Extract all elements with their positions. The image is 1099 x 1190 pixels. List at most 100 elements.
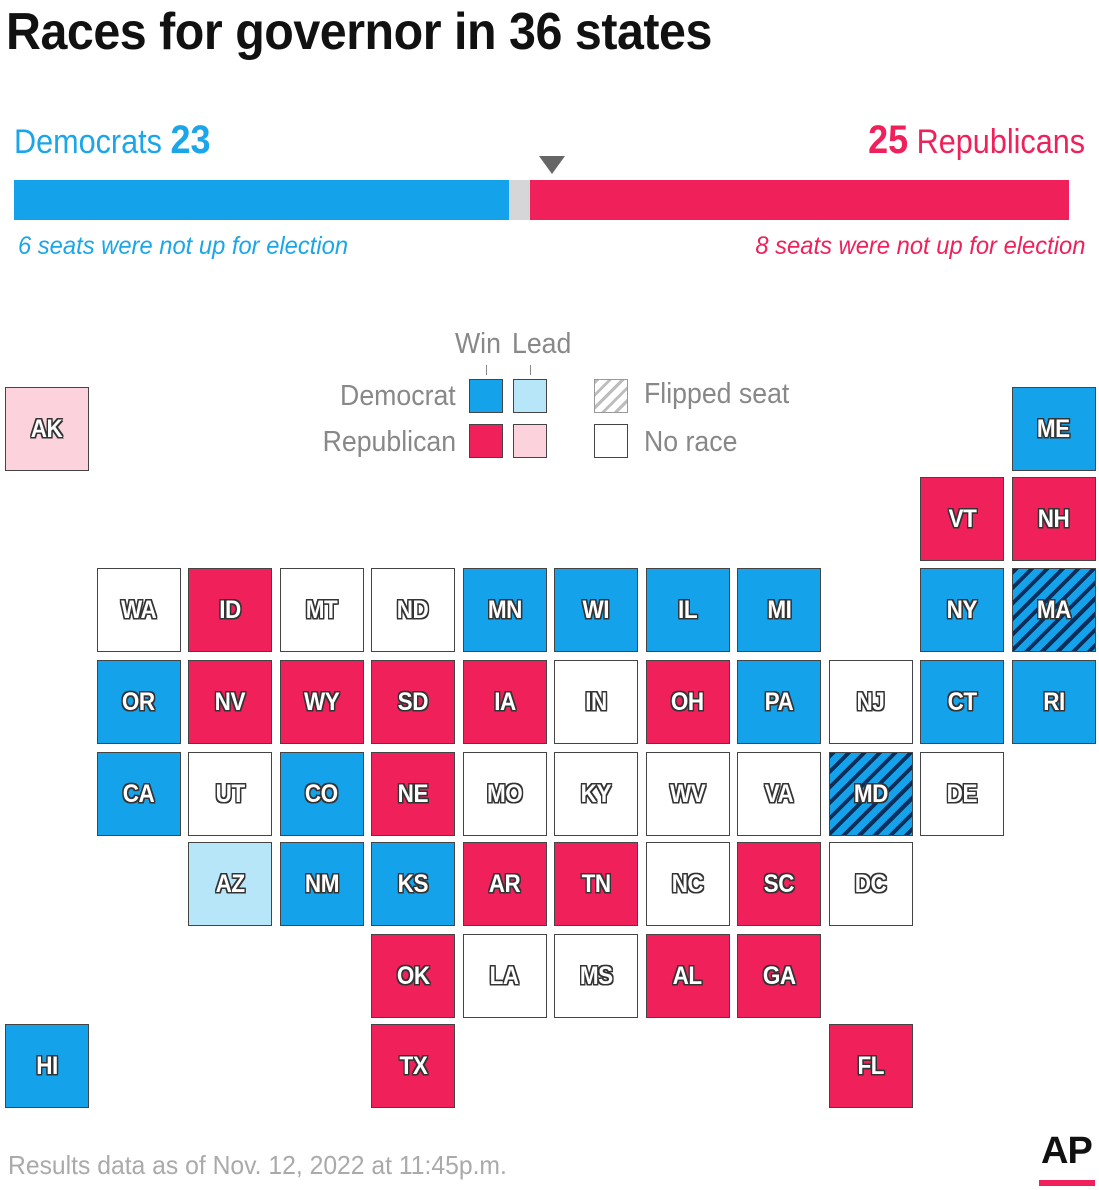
state-tile-ca: CA [96,752,181,836]
state-tile-md: MD [828,752,913,836]
state-label: OH [671,687,704,716]
state-tile-tx: TX [371,1024,455,1108]
legend-no-race-swatch [594,424,628,458]
state-label: MT [305,595,338,624]
state-tile-ar: AR [462,842,547,926]
legend-democrat-lead-swatch [513,379,547,413]
state-tile-mt: MT [279,568,364,652]
source-note: Results data as of Nov. 12, 2022 at 11:4… [8,1150,507,1180]
democrat-note: 6 seats were not up for election [18,232,349,260]
state-tile-nd: ND [371,568,455,652]
state-label: IL [677,595,698,624]
state-tile-al: AL [645,934,730,1018]
state-tile-mo: MO [462,752,547,836]
state-tile-sc: SC [737,842,821,926]
state-label: CA [122,779,155,808]
chart-title: Races for governor in 36 states [6,3,712,61]
state-tile-il: IL [645,568,730,652]
state-tile-ma: MA [1011,568,1096,652]
state-label: MS [579,961,613,990]
state-label: LA [489,961,520,990]
legend-flipped-swatch [594,379,628,413]
state-label: UT [215,779,245,808]
state-label: ID [219,595,241,624]
state-label: VA [764,779,794,808]
state-tile-la: LA [462,934,547,1018]
state-tile-ny: NY [920,568,1004,652]
state-tile-nv: NV [188,660,272,744]
legend-win-tick [486,365,487,375]
state-tile-wv: WV [645,752,730,836]
state-tile-tn: TN [554,842,638,926]
state-label: TX [399,1051,427,1080]
ap-logo-underline [1039,1180,1095,1186]
state-tile-mi: MI [737,568,821,652]
state-tile-de: DE [920,752,1004,836]
state-label: MA [1036,595,1071,624]
state-tile-ok: OK [371,934,455,1018]
state-label: TN [581,869,611,898]
state-tile-va: VA [737,752,821,836]
state-label: CT [947,687,977,716]
republican-note: 8 seats were not up for election [754,232,1085,260]
state-tile-oh: OH [645,660,730,744]
state-tile-in: IN [554,660,638,744]
state-label: NH [1037,504,1070,533]
state-label: AK [31,414,63,443]
state-tile-nc: NC [645,842,730,926]
state-tile-ak: AK [5,387,89,471]
undecided-seats-bar [508,180,531,220]
state-label: KY [580,779,612,808]
state-label: MI [766,595,792,624]
state-tile-wi: WI [554,568,638,652]
state-label: VT [948,504,976,533]
state-label: GA [762,961,796,990]
state-label: NJ [856,687,885,716]
state-label: IN [585,687,607,716]
state-label: ND [397,595,429,624]
state-tile-me: ME [1011,387,1096,471]
state-label: RI [1042,687,1065,716]
state-tile-ia: IA [462,660,547,744]
democrat-seats-bar [14,180,509,220]
legend-win-label: Win [455,328,501,360]
state-label: MO [486,779,523,808]
republicans-count: 25 [868,118,909,162]
democrats-total: Democrats 23 [14,118,210,163]
state-label: FL [857,1051,884,1080]
state-label: OR [122,687,155,716]
state-tile-ks: KS [371,842,455,926]
legend-flipped-label: Flipped seat [644,378,790,410]
state-label: IA [493,687,516,716]
state-label: WI [582,595,610,624]
state-label: WV [669,779,706,808]
legend-republican-label: Republican [322,426,456,458]
state-tile-ga: GA [737,934,821,1018]
state-tile-or: OR [96,660,181,744]
state-tile-sd: SD [371,660,455,744]
state-label: NM [304,869,339,898]
state-label: MD [853,779,888,808]
state-label: AL [672,961,703,990]
republicans-total: 25 Republicans [868,118,1085,163]
state-tile-wa: WA [96,568,181,652]
state-label: ME [1037,414,1070,443]
state-label: MN [487,595,522,624]
state-tile-vt: VT [920,477,1004,561]
state-tile-ct: CT [920,660,1004,744]
state-tile-ms: MS [554,934,638,1018]
state-label: DE [946,779,978,808]
state-label: PA [764,687,794,716]
state-label: NC [671,869,704,898]
democrats-count: 23 [170,118,211,162]
state-tile-ut: UT [188,752,272,836]
legend-democrat-label: Democrat [340,380,456,412]
state-tile-dc: DC [828,842,913,926]
state-tile-nh: NH [1011,477,1096,561]
legend-lead-tick [530,365,531,375]
legend-republican-lead-swatch [513,424,547,458]
legend-democrat-win-swatch [469,379,503,413]
state-tile-wy: WY [279,660,364,744]
ap-logo: AP [1041,1130,1093,1172]
state-label: DC [854,869,887,898]
